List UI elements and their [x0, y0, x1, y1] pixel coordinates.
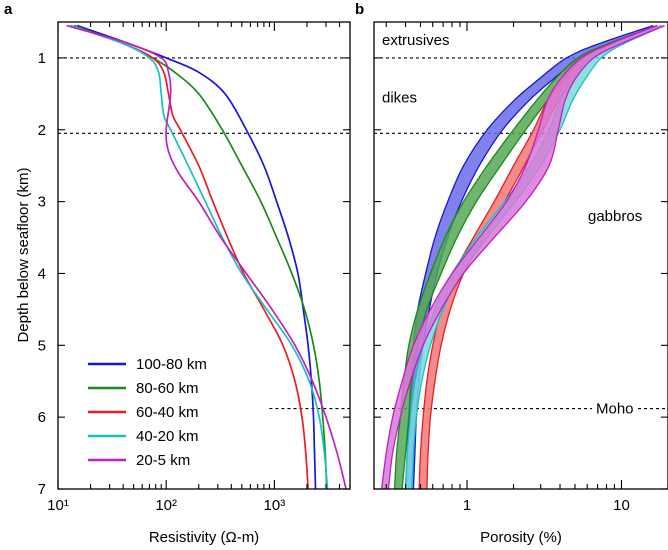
- panel-b-x-tick-label: 10: [613, 497, 630, 514]
- panel-b-letter: b: [355, 1, 364, 18]
- panel-a-y-axis-label: Depth below seafloor (km): [15, 167, 32, 342]
- resistivity-series-1: [76, 24, 317, 489]
- y-tick-label: 7: [38, 481, 46, 498]
- legend-label: 20-5 km: [136, 452, 190, 469]
- y-tick-label: 1: [38, 50, 46, 67]
- panel-a-x-axis-label: Resistivity (Ω-m): [149, 529, 259, 546]
- resistivity-series-3: [70, 24, 309, 489]
- zone-label-extrusives: extrusives: [382, 32, 450, 49]
- y-tick-label: 6: [38, 409, 46, 426]
- porosity-band-edge-high-1: [412, 24, 662, 489]
- x-tick-label: 10²: [155, 497, 177, 514]
- y-tick-label: 4: [38, 265, 46, 282]
- zone-label-moho: Moho: [596, 401, 634, 418]
- porosity-band-edge-high-4: [411, 24, 665, 489]
- x-tick-label: 10¹: [47, 497, 69, 514]
- panel-b-x-axis-label: Porosity (%): [480, 529, 562, 546]
- porosity-band-edge-high-5: [387, 24, 665, 489]
- legend-label: 40-20 km: [136, 428, 199, 445]
- legend-label: 100-80 km: [136, 356, 207, 373]
- moho-label-background: [592, 398, 638, 419]
- panel-a-letter: a: [4, 1, 13, 18]
- resistivity-series-4: [70, 24, 329, 489]
- legend: 100-80 km 80-60 km 60-40 km 40-20 km 20-5 km: [88, 356, 207, 469]
- y-tick-label: 2: [38, 122, 46, 139]
- panel-b-series: [380, 24, 665, 489]
- x-tick-label: 10³: [264, 497, 286, 514]
- resistivity-series-5: [66, 24, 347, 489]
- y-tick-label: 3: [38, 194, 46, 211]
- panel-a-series: [66, 24, 347, 489]
- porosity-band-2: [394, 25, 665, 489]
- resistivity-series-2: [73, 24, 328, 489]
- panel-b-x-tick-label: 1: [463, 497, 471, 514]
- legend-label: 60-40 km: [136, 404, 199, 421]
- porosity-band-edge-low-5: [380, 24, 658, 489]
- legend-label: 80-60 km: [136, 380, 199, 397]
- zone-label-gabbros: gabbros: [588, 208, 642, 225]
- zone-labels: extrusives dikes gabbros Moho: [382, 32, 642, 419]
- panel-b-ticks: 1 10: [374, 22, 668, 514]
- y-tick-label: 5: [38, 337, 46, 354]
- panel-b: 1 10 extrusives dikes gabbros Moho Porosity …: [373, 21, 668, 546]
- panel-b-frame: [373, 21, 668, 490]
- zone-label-dikes: dikes: [382, 89, 417, 106]
- panel-a-frame: [57, 21, 351, 490]
- porosity-band-edge-low-3: [418, 24, 658, 489]
- panel-a-reference-lines: [58, 57, 350, 410]
